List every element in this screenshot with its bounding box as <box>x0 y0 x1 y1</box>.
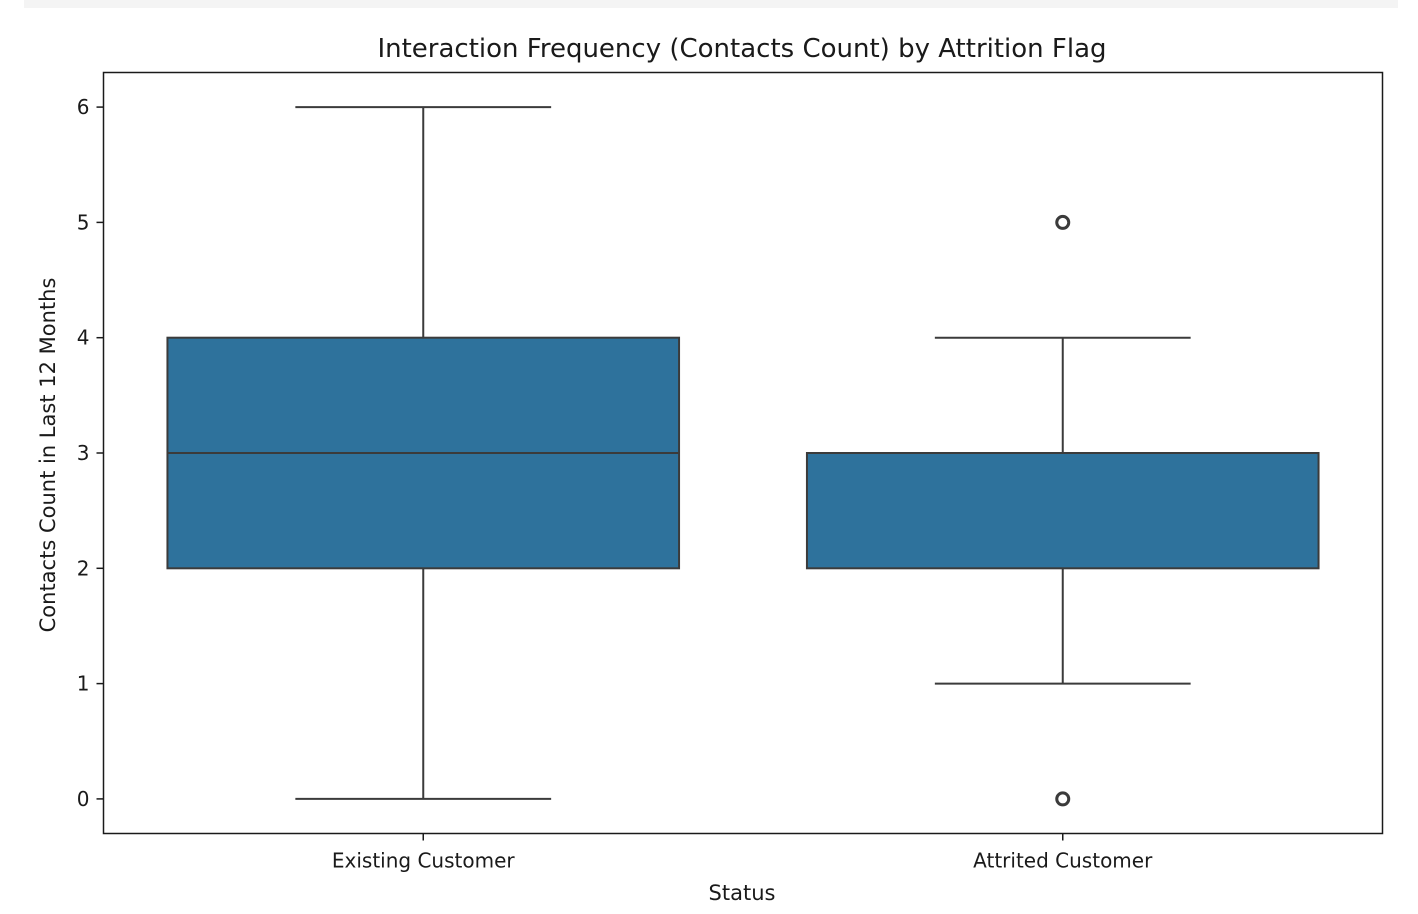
x-tick-label: Existing Customer <box>332 849 516 873</box>
top-strip <box>24 0 1398 8</box>
x-axis-label: Status <box>709 881 776 905</box>
outlier-point <box>1055 791 1071 807</box>
box-group <box>805 214 1320 807</box>
y-tick-label: 5 <box>77 210 90 234</box>
y-axis-label: Contacts Count in Last 12 Months <box>36 278 60 633</box>
y-tick-label: 6 <box>77 95 90 119</box>
plot-area <box>166 106 1320 807</box>
box-iqr <box>805 452 1320 570</box>
axis-ticks: 0 1 2 3 4 5 6 Existing Customer Attrited Custome… <box>77 95 1153 872</box>
outlier-point <box>1055 214 1071 230</box>
y-tick-label: 2 <box>77 556 90 580</box>
y-tick-label: 3 <box>77 441 90 465</box>
y-tick-label: 0 <box>77 787 90 811</box>
x-tick-label: Attrited Customer <box>973 849 1153 873</box>
y-tick-label: 1 <box>77 672 90 696</box>
chart-title: Interaction Frequency (Contacts Count) b… <box>377 34 1106 64</box>
box-group <box>166 106 681 800</box>
y-tick-label: 4 <box>77 326 90 350</box>
